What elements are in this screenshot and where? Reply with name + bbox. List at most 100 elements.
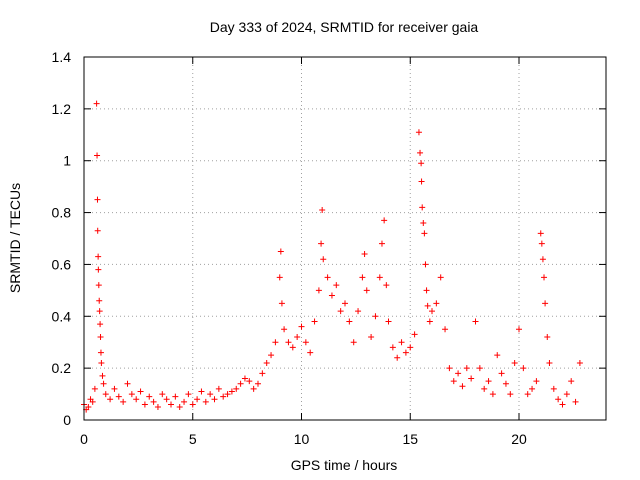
data-point: [97, 321, 104, 328]
data-point: [421, 230, 428, 237]
data-points: [81, 100, 583, 413]
data-point: [398, 339, 405, 346]
data-point: [85, 404, 92, 411]
x-tick-label: 20: [511, 431, 527, 447]
data-point: [576, 359, 583, 366]
data-point: [99, 372, 106, 379]
x-tick-label: 0: [80, 431, 88, 447]
data-point: [550, 385, 557, 392]
x-tick-label: 5: [189, 431, 197, 447]
data-point: [359, 274, 366, 281]
data-point: [211, 396, 218, 403]
data-point: [372, 313, 379, 320]
data-point: [94, 227, 101, 234]
data-point: [315, 287, 322, 294]
data-point: [417, 149, 424, 156]
data-point: [429, 308, 435, 315]
data-point: [95, 282, 102, 289]
data-point: [107, 396, 114, 403]
data-point: [568, 378, 575, 385]
data-point: [307, 349, 314, 356]
data-point: [255, 380, 261, 387]
data-point: [233, 385, 240, 392]
data-point: [376, 274, 383, 281]
data-point: [215, 385, 222, 392]
data-point: [96, 297, 103, 304]
data-point: [541, 274, 548, 281]
data-point: [176, 404, 183, 411]
data-point: [250, 385, 257, 392]
data-point: [294, 334, 301, 341]
data-point: [97, 334, 104, 341]
data-point: [361, 251, 368, 258]
data-point: [159, 391, 166, 398]
data-point: [563, 391, 570, 398]
data-point: [128, 391, 135, 398]
data-point: [172, 393, 179, 400]
data-point: [476, 365, 483, 372]
data-point: [133, 396, 140, 403]
data-point: [333, 282, 340, 289]
data-point: [97, 349, 104, 356]
data-point: [472, 318, 479, 325]
data-point: [95, 266, 102, 273]
data-point: [411, 331, 418, 338]
data-point: [89, 398, 96, 405]
y-tick-label: 0.8: [52, 205, 72, 221]
data-point: [91, 385, 98, 392]
data-point: [224, 391, 231, 398]
data-point: [350, 339, 357, 346]
data-point: [383, 282, 390, 289]
data-point: [168, 401, 174, 408]
y-tick-label: 0: [63, 412, 71, 428]
y-tick-label: 0.2: [52, 360, 72, 376]
data-point: [154, 404, 161, 411]
data-point: [337, 308, 344, 315]
data-point: [424, 302, 431, 309]
data-point: [394, 354, 401, 361]
data-point: [311, 318, 318, 325]
data-point: [544, 334, 551, 341]
data-point: [494, 352, 501, 359]
x-axis-label: GPS time / hours: [291, 457, 398, 473]
data-point: [529, 385, 536, 392]
data-point: [559, 401, 566, 408]
data-point: [298, 323, 305, 330]
data-point: [418, 160, 425, 167]
data-point: [485, 378, 492, 385]
data-point: [237, 380, 244, 387]
data-point: [437, 274, 444, 281]
data-point: [407, 344, 414, 351]
data-point: [100, 380, 107, 387]
data-point: [98, 359, 105, 366]
data-point: [524, 391, 531, 398]
data-point: [207, 391, 214, 398]
x-tick-label: 10: [294, 431, 310, 447]
data-point: [281, 326, 288, 333]
data-point: [422, 261, 429, 268]
data-point: [368, 334, 375, 341]
data-point: [111, 385, 118, 392]
data-point: [150, 398, 157, 405]
data-point: [402, 349, 409, 356]
data-point: [220, 393, 227, 400]
axes: [83, 56, 607, 421]
data-point: [94, 152, 101, 159]
y-tick-label: 0.6: [52, 256, 72, 272]
data-point: [124, 380, 131, 387]
data-point: [120, 398, 127, 405]
data-point: [433, 300, 440, 307]
data-point: [420, 219, 427, 226]
data-point: [246, 378, 253, 385]
data-point: [533, 378, 540, 385]
data-point: [418, 178, 425, 185]
data-point: [328, 292, 335, 299]
data-point: [355, 308, 362, 315]
data-point: [181, 398, 188, 405]
data-point: [520, 365, 527, 372]
data-point: [302, 339, 309, 346]
data-point: [342, 300, 348, 307]
y-axis-label: SRMTID / TECUs: [7, 183, 23, 293]
data-point: [272, 339, 279, 346]
